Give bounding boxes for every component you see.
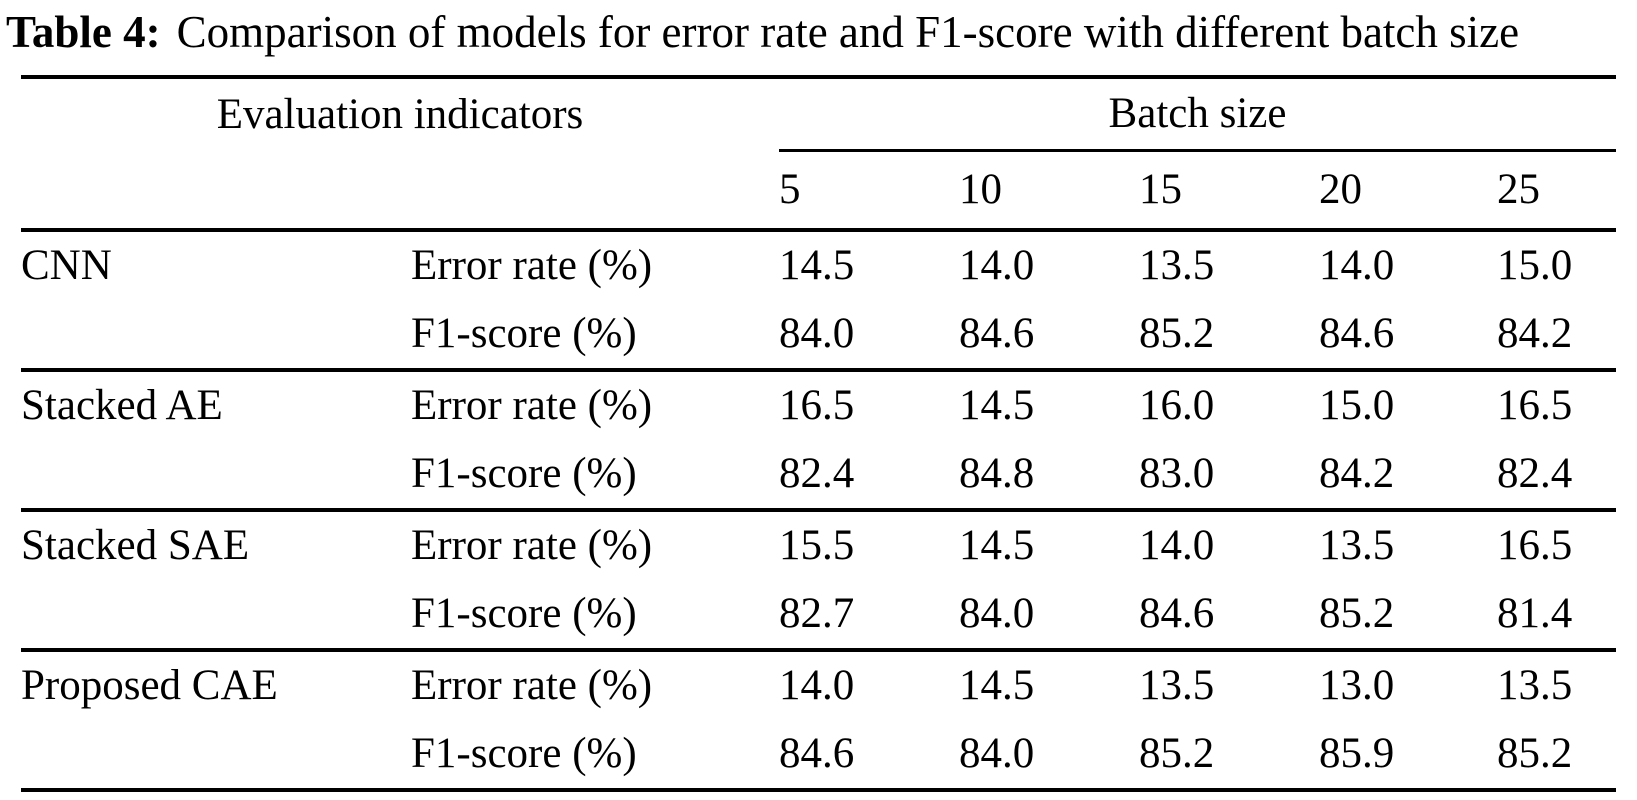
value-cell: 14.5 [959,647,1139,720]
value-cell: 14.0 [959,227,1139,300]
value-cell: 15.0 [1497,227,1617,300]
table-row: CNN Error rate (%) 14.5 14.0 13.5 14.0 15.0 [21,227,1617,370]
indicator-label: F1-score (%) [411,730,637,777]
table-row: Stacked SAE Error rate (%) 15.5 14.5 14.0 13.… [21,507,1617,650]
model-name: CNN [21,227,411,370]
value-cell: 84.2 [1497,310,1573,357]
table-row: Proposed CAE Error rate (%) 14.0 14.5 13.5 13… [21,647,1617,790]
value-cell: 84.0 [779,310,855,357]
model-name: Stacked SAE [21,507,411,650]
model-name: Proposed CAE [21,647,411,790]
batch-size-col-5: 5 [779,166,801,213]
value-cell: 14.5 [959,507,1139,580]
value-cell: 83.0 [1139,450,1215,497]
table-row: F1-score (%) 82.7 84.0 84.6 85.2 81.4 [21,580,1616,650]
table-row: F1-score (%) 84.6 84.0 85.2 85.9 85.2 [21,720,1616,790]
indicator-label: Error rate (%) [411,367,779,440]
table-caption-text: Comparison of models for error rate and … [176,7,1520,57]
value-cell: 84.0 [959,730,1035,777]
comparison-table: Evaluation indicators Batch size 5 10 15 20… [21,74,1617,792]
header-batch-size: Batch size [779,76,1617,152]
value-cell: 15.0 [1319,367,1497,440]
value-cell: 13.5 [1139,647,1319,720]
value-cell: 84.8 [959,450,1035,497]
table-row: Stacked AE Error rate (%) 16.5 14.5 16.0 15.0… [21,367,1617,510]
batch-size-col-15: 15 [1139,166,1182,213]
value-cell: 16.5 [1497,507,1617,580]
value-cell: 84.6 [1139,590,1215,637]
table-caption-label: Table 4: [6,7,161,57]
indicator-label: Error rate (%) [411,647,779,720]
value-cell: 82.7 [779,590,855,637]
header-evaluation-indicators: Evaluation indicators [216,90,584,138]
value-cell: 85.2 [1497,730,1573,777]
value-cell: 16.5 [1497,367,1617,440]
value-cell: 16.0 [1139,367,1319,440]
model-name: Stacked AE [21,367,411,510]
value-cell: 13.5 [1497,647,1617,720]
value-cell: 15.5 [779,507,959,580]
value-cell: 14.0 [779,647,959,720]
indicator-label: Error rate (%) [411,227,779,300]
value-cell: 14.0 [1319,227,1497,300]
value-cell: 84.6 [779,730,855,777]
value-cell: 14.5 [959,367,1139,440]
value-cell: 14.5 [779,227,959,300]
value-cell: 14.0 [1139,507,1319,580]
value-cell: 84.2 [1319,450,1395,497]
value-cell: 82.4 [779,450,855,497]
table-row: F1-score (%) 82.4 84.8 83.0 84.2 82.4 [21,440,1616,510]
header-row-batch-values: 5 10 15 20 25 [21,150,1616,230]
table-caption: Table 4: Comparison of models for error r… [6,7,1637,58]
indicator-label: F1-score (%) [411,310,637,357]
value-cell: 16.5 [779,367,959,440]
indicator-label: Error rate (%) [411,507,779,580]
value-cell: 85.2 [1319,590,1395,637]
value-cell: 84.0 [959,590,1035,637]
indicator-label: F1-score (%) [411,590,637,637]
value-cell: 84.6 [1319,310,1395,357]
value-cell: 81.4 [1497,590,1573,637]
indicator-label: F1-score (%) [411,450,637,497]
header-row-top: Evaluation indicators Batch size [21,76,1617,152]
value-cell: 84.6 [959,310,1035,357]
value-cell: 85.2 [1139,310,1215,357]
table-row: F1-score (%) 84.0 84.6 85.2 84.6 84.2 [21,300,1616,370]
value-cell: 13.5 [1139,227,1319,300]
value-cell: 85.2 [1139,730,1215,777]
header-spacer [21,150,779,230]
batch-size-col-25: 25 [1497,166,1540,213]
value-cell: 82.4 [1497,450,1573,497]
value-cell: 85.9 [1319,730,1395,777]
value-cell: 13.0 [1319,647,1497,720]
batch-size-col-20: 20 [1319,166,1362,213]
batch-size-col-10: 10 [959,166,1002,213]
value-cell: 13.5 [1319,507,1497,580]
